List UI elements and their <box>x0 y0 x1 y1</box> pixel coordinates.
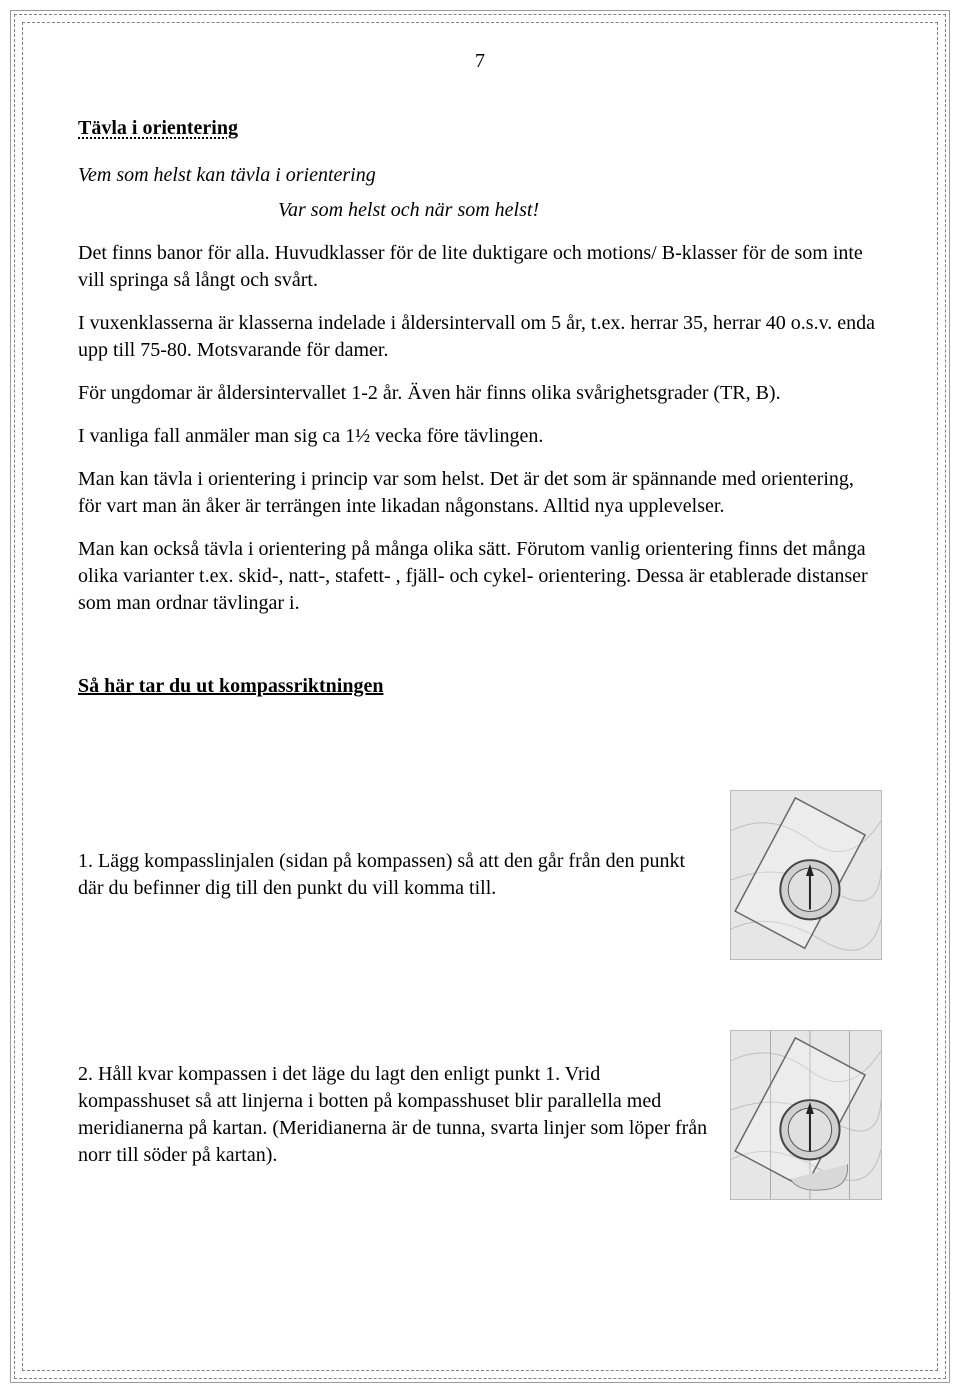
step-1-row: 1. Lägg kompasslinjalen (sidan på kompas… <box>78 790 882 960</box>
paragraph-5: Man kan tävla i orientering i princip va… <box>78 466 882 520</box>
heading-main: Tävla i orientering <box>78 115 238 142</box>
intro-line-2: Var som helst och när som helst! <box>278 197 882 224</box>
heading-compass: Så här tar du ut kompassriktningen <box>78 673 383 700</box>
step-1-text: 1. Lägg kompasslinjalen (sidan på kompas… <box>78 848 708 902</box>
intro-line-1: Vem som helst kan tävla i orientering <box>78 162 882 189</box>
paragraph-6: Man kan också tävla i orientering på mån… <box>78 536 882 617</box>
paragraph-4: I vanliga fall anmäler man sig ca 1½ vec… <box>78 423 882 450</box>
paragraph-1: Det finns banor för alla. Huvudklasser f… <box>78 240 882 294</box>
paragraph-3: För ungdomar är åldersintervallet 1-2 år… <box>78 380 882 407</box>
compass-image-2 <box>730 1030 882 1200</box>
compass-image-1 <box>730 790 882 960</box>
page-number: 7 <box>78 48 882 75</box>
page-content: 7 Tävla i orientering Vem som helst kan … <box>78 48 882 1345</box>
step-2-row: 2. Håll kvar kompassen i det läge du lag… <box>78 1030 882 1200</box>
paragraph-2: I vuxenklasserna är klasserna indelade i… <box>78 310 882 364</box>
step-2-text: 2. Håll kvar kompassen i det läge du lag… <box>78 1061 708 1169</box>
